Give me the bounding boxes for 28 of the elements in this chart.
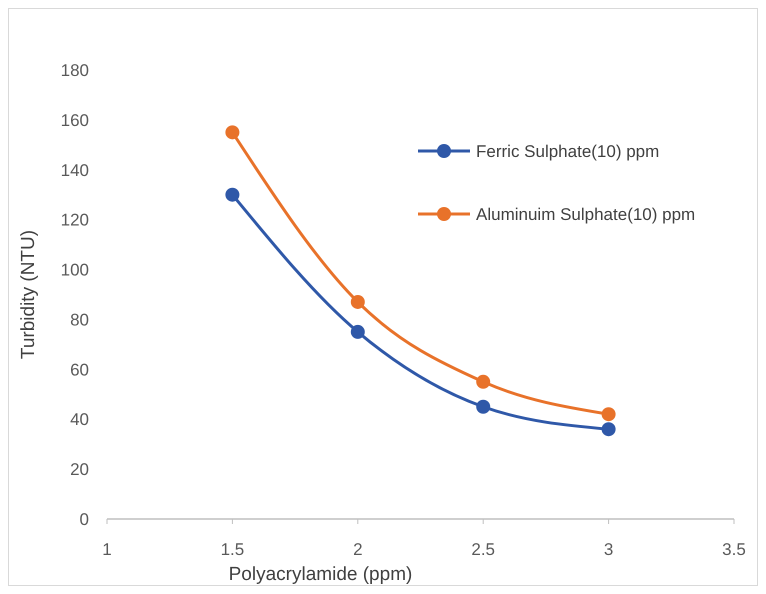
y-tick-label: 20: [70, 460, 89, 480]
point: [476, 400, 490, 414]
x-tick-label: 3.5: [722, 540, 746, 559]
y-tick-label: 100: [60, 260, 89, 280]
y-tick-label: 160: [60, 110, 89, 130]
point: [602, 407, 616, 422]
y-tick-label: 120: [60, 210, 89, 230]
point: [602, 422, 616, 436]
point: [225, 188, 240, 202]
y-tick-label: 60: [70, 360, 89, 380]
point: [476, 374, 490, 389]
legend-label: Aluminuim Sulphate(10) ppm: [476, 205, 696, 224]
x-tick-label: 1.5: [220, 540, 244, 559]
x-tick-label: 2.5: [471, 540, 496, 559]
y-tick-label: 0: [80, 510, 89, 529]
legend-label: Ferric Sulphate(10) ppm: [476, 142, 660, 161]
y-axis-title: Turbidity (NTU): [18, 230, 39, 360]
x-axis-title: Polyacrylamide (ppm): [228, 564, 412, 585]
y-tick-label: 40: [70, 410, 89, 430]
x-tick-label: 1: [102, 540, 112, 559]
point: [225, 125, 240, 140]
point: [350, 324, 365, 339]
y-tick-label: 80: [70, 310, 89, 330]
y-tick-label: 180: [60, 61, 89, 80]
y-tick-label: 140: [60, 160, 89, 180]
x-tick-label: 3: [604, 540, 614, 559]
x-tick-label: 2: [353, 540, 363, 559]
point: [350, 294, 365, 309]
